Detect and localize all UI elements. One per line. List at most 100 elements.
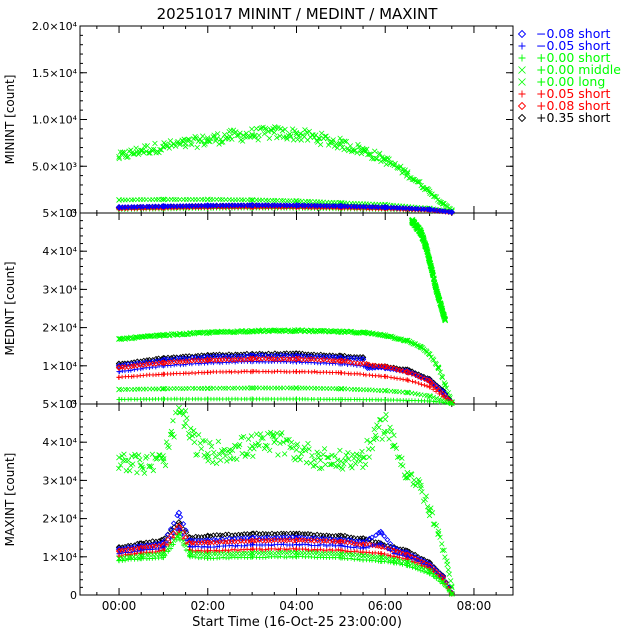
data-point — [191, 428, 197, 434]
data-point — [431, 574, 436, 579]
data-point — [166, 549, 171, 554]
data-point — [289, 445, 295, 451]
data-point — [388, 375, 394, 380]
data-point — [123, 386, 128, 392]
data-point — [403, 369, 409, 375]
data-point — [279, 128, 286, 134]
data-point — [431, 357, 437, 363]
data-point — [372, 542, 378, 548]
data-point — [115, 364, 123, 371]
data-point — [153, 355, 159, 362]
data-point — [434, 395, 440, 401]
data-point — [219, 536, 226, 542]
data-point — [382, 373, 388, 380]
data-point — [437, 579, 443, 584]
chart-panels: 0 5.0×10³ 1.0×10⁴ 1.5×10⁴ 2.0×10⁴ MININT [cou… — [3, 20, 514, 602]
data-point — [202, 141, 208, 147]
y-tick-label: 1.5×10⁴ — [32, 67, 78, 80]
data-point — [249, 385, 256, 391]
data-point — [202, 438, 209, 444]
data-point — [409, 370, 416, 377]
legend-marker — [517, 113, 527, 123]
data-point — [417, 485, 424, 491]
data-point — [406, 175, 412, 181]
data-point — [185, 136, 191, 143]
data-points — [115, 124, 456, 597]
data-point — [439, 541, 445, 547]
data-point — [404, 559, 411, 566]
data-point — [278, 534, 284, 541]
data-point — [366, 361, 372, 368]
data-point — [341, 146, 347, 153]
data-point — [233, 544, 238, 549]
data-point — [439, 373, 445, 380]
data-point — [125, 386, 131, 392]
data-point — [344, 534, 351, 540]
data-point — [388, 553, 393, 559]
data-point — [311, 351, 317, 358]
data-point — [419, 382, 424, 387]
data-point — [184, 415, 190, 421]
data-point — [249, 443, 256, 449]
data-point — [444, 561, 451, 568]
data-point — [323, 538, 330, 544]
data-point — [263, 547, 268, 552]
data-point — [128, 363, 135, 370]
data-point — [204, 551, 211, 558]
data-point — [315, 454, 322, 461]
data-point — [332, 453, 338, 459]
data-point — [263, 538, 269, 544]
data-point — [148, 463, 154, 470]
data-point — [376, 373, 382, 379]
data-point — [176, 409, 182, 416]
data-point — [116, 386, 122, 393]
data-point — [354, 548, 360, 554]
data-point — [213, 202, 220, 209]
data-point — [271, 537, 278, 543]
data-point — [256, 443, 262, 449]
data-point — [386, 436, 392, 442]
y-tick-label: 2×10⁴ — [42, 322, 77, 335]
legend-marker — [517, 101, 527, 111]
legend-label: +0.00 long — [536, 74, 605, 89]
data-point — [214, 532, 220, 538]
y-axis-label: MEDINT [count] — [3, 261, 17, 355]
data-point — [372, 148, 378, 154]
data-point — [278, 554, 283, 559]
data-point — [168, 535, 174, 541]
data-point — [146, 150, 152, 156]
data-point — [440, 200, 446, 207]
data-point — [416, 380, 421, 386]
data-point — [342, 371, 347, 376]
data-point — [363, 538, 369, 544]
data-point — [116, 197, 122, 203]
data-point — [183, 543, 189, 549]
legend: −0.08 short−0.05 short+0.00 short+0.00 m… — [517, 26, 621, 125]
data-point — [345, 450, 351, 456]
data-point — [391, 375, 397, 381]
data-point — [344, 203, 351, 209]
data-point — [130, 461, 136, 467]
data-point — [214, 369, 219, 375]
data-point — [252, 441, 259, 448]
data-point — [356, 538, 363, 545]
data-point — [171, 542, 176, 547]
data-point — [343, 452, 349, 458]
data-point — [125, 197, 131, 203]
data-point — [410, 481, 416, 487]
data-point — [426, 188, 433, 195]
data-point — [435, 528, 442, 534]
legend-marker — [518, 90, 526, 98]
data-point — [168, 541, 174, 547]
data-point — [324, 357, 330, 363]
data-point — [391, 432, 397, 438]
data-point — [337, 328, 344, 335]
data-point — [217, 537, 223, 544]
data-point — [349, 148, 355, 155]
data-point — [205, 548, 211, 554]
data-point — [226, 360, 232, 365]
data-point — [198, 138, 205, 144]
data-point — [391, 443, 397, 449]
data-point — [211, 548, 217, 554]
data-point — [237, 441, 243, 448]
